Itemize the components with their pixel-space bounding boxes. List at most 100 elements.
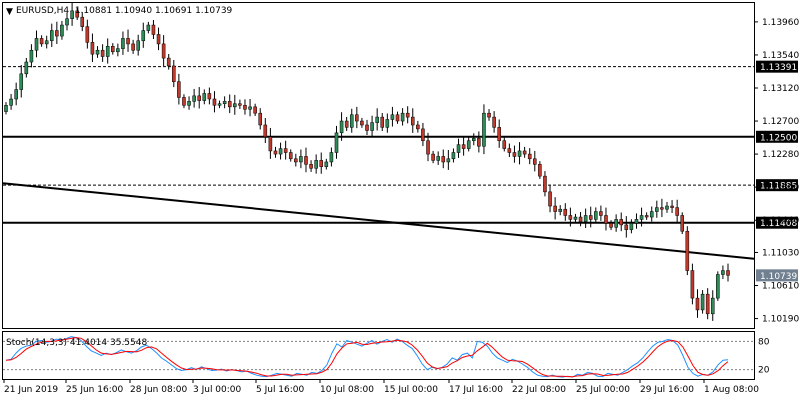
candle[interactable] bbox=[324, 158, 329, 170]
candle[interactable] bbox=[502, 137, 507, 152]
candle[interactable] bbox=[685, 226, 690, 276]
candle[interactable] bbox=[466, 137, 471, 152]
candle[interactable] bbox=[365, 119, 369, 136]
candle[interactable] bbox=[34, 30, 39, 58]
candle[interactable] bbox=[639, 207, 644, 227]
candle[interactable] bbox=[309, 160, 313, 172]
candle[interactable] bbox=[227, 94, 232, 114]
candle[interactable] bbox=[629, 219, 634, 234]
candle[interactable] bbox=[334, 125, 339, 159]
candle[interactable] bbox=[441, 149, 446, 169]
candle[interactable] bbox=[680, 212, 685, 235]
candle[interactable] bbox=[253, 103, 257, 117]
candle[interactable] bbox=[55, 21, 59, 44]
candle[interactable] bbox=[116, 43, 120, 57]
candle[interactable] bbox=[583, 208, 588, 228]
candle[interactable] bbox=[594, 207, 598, 224]
candle[interactable] bbox=[416, 120, 420, 133]
candle[interactable] bbox=[431, 150, 435, 164]
candle[interactable] bbox=[105, 38, 110, 64]
candle[interactable] bbox=[243, 99, 247, 115]
candle[interactable] bbox=[410, 108, 415, 133]
candle[interactable] bbox=[151, 19, 156, 40]
candle[interactable] bbox=[197, 87, 201, 109]
candle[interactable] bbox=[710, 290, 715, 321]
candle[interactable] bbox=[207, 87, 212, 105]
candle[interactable] bbox=[14, 82, 18, 106]
candle[interactable] bbox=[405, 106, 410, 124]
candle[interactable] bbox=[609, 220, 613, 231]
candle[interactable] bbox=[136, 34, 140, 56]
candle[interactable] bbox=[329, 147, 334, 167]
candle[interactable] bbox=[299, 149, 303, 169]
candle[interactable] bbox=[233, 94, 237, 115]
candle[interactable] bbox=[553, 197, 557, 220]
candle[interactable] bbox=[538, 161, 542, 179]
candle[interactable] bbox=[212, 91, 217, 113]
candle[interactable] bbox=[44, 35, 49, 49]
candle[interactable] bbox=[370, 115, 374, 137]
trendline[interactable] bbox=[2, 182, 755, 260]
candle[interactable] bbox=[543, 171, 547, 197]
candle[interactable] bbox=[238, 99, 242, 109]
candle[interactable] bbox=[24, 57, 29, 78]
candle[interactable] bbox=[283, 140, 288, 160]
candle[interactable] bbox=[70, 3, 74, 26]
candle[interactable] bbox=[421, 122, 425, 147]
candle[interactable] bbox=[60, 20, 64, 40]
candle[interactable] bbox=[558, 205, 562, 216]
candle[interactable] bbox=[80, 12, 85, 32]
candle[interactable] bbox=[573, 213, 578, 223]
candle[interactable] bbox=[278, 142, 283, 160]
candle[interactable] bbox=[426, 132, 430, 162]
candle[interactable] bbox=[670, 200, 674, 213]
candle[interactable] bbox=[527, 148, 532, 165]
candle[interactable] bbox=[665, 201, 669, 213]
candle[interactable] bbox=[75, 7, 79, 20]
candle[interactable] bbox=[456, 138, 461, 158]
candle[interactable] bbox=[390, 106, 395, 127]
candle[interactable] bbox=[578, 212, 583, 227]
candle[interactable] bbox=[644, 212, 649, 220]
candle[interactable] bbox=[548, 184, 552, 213]
candle[interactable] bbox=[268, 127, 273, 159]
candle[interactable] bbox=[172, 59, 176, 88]
candle[interactable] bbox=[344, 116, 349, 132]
candle[interactable] bbox=[182, 94, 186, 109]
candle[interactable] bbox=[624, 216, 629, 238]
candle[interactable] bbox=[294, 153, 298, 167]
candle[interactable] bbox=[202, 89, 207, 105]
candle[interactable] bbox=[355, 106, 359, 129]
candle[interactable] bbox=[95, 46, 100, 58]
candle[interactable] bbox=[273, 146, 278, 158]
candle[interactable] bbox=[716, 271, 720, 301]
candle[interactable] bbox=[349, 108, 354, 133]
candle[interactable] bbox=[177, 73, 181, 105]
candle[interactable] bbox=[360, 117, 364, 128]
candle[interactable] bbox=[9, 93, 13, 110]
candle[interactable] bbox=[126, 29, 130, 52]
candle[interactable] bbox=[700, 290, 705, 314]
candle[interactable] bbox=[614, 214, 618, 232]
candle[interactable] bbox=[619, 212, 624, 232]
candle[interactable] bbox=[588, 206, 593, 228]
candle[interactable] bbox=[166, 53, 171, 70]
candle[interactable] bbox=[563, 203, 568, 221]
candle[interactable] bbox=[492, 111, 496, 133]
candle[interactable] bbox=[49, 23, 54, 48]
candle[interactable] bbox=[436, 151, 440, 165]
candle[interactable] bbox=[4, 102, 8, 115]
candle[interactable] bbox=[604, 207, 608, 231]
candle[interactable] bbox=[451, 148, 456, 163]
candle[interactable] bbox=[187, 96, 191, 110]
candle[interactable] bbox=[461, 136, 466, 156]
candle[interactable] bbox=[533, 150, 537, 172]
candle[interactable] bbox=[477, 131, 481, 153]
candle[interactable] bbox=[131, 39, 135, 54]
candle[interactable] bbox=[721, 265, 725, 280]
candle[interactable] bbox=[471, 133, 476, 146]
candle[interactable] bbox=[385, 113, 390, 133]
candle[interactable] bbox=[634, 213, 639, 229]
candle[interactable] bbox=[512, 145, 517, 163]
candle[interactable] bbox=[263, 118, 268, 144]
